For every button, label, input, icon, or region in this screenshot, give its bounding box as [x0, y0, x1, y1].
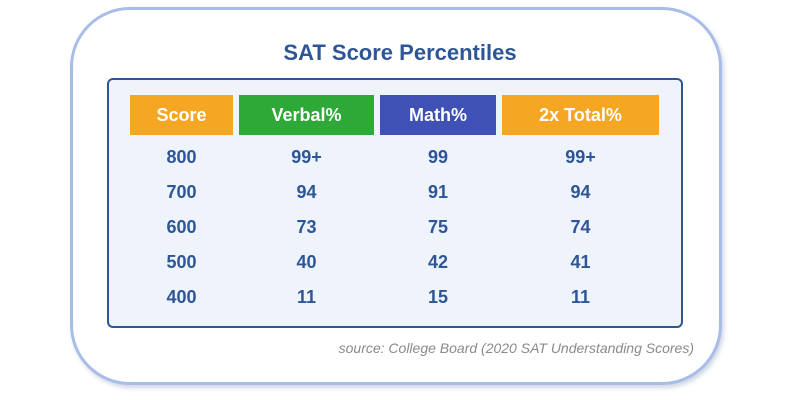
score-cell: 500: [166, 252, 197, 272]
table-row: 500 40 42 41: [0, 248, 800, 276]
verbal-cell: 73: [296, 217, 317, 237]
total-cell: 94: [570, 182, 591, 202]
header-total: 2x Total%: [502, 95, 659, 135]
header-math: Math%: [380, 95, 496, 135]
score-cell: 700: [166, 182, 197, 202]
math-cell: 75: [427, 217, 449, 237]
total-cell: 99+: [565, 147, 596, 167]
table-row: 700 94 91 94: [0, 178, 800, 206]
total-cell: 11: [570, 287, 591, 307]
score-cell: 800: [166, 147, 197, 167]
table-row: 800 99+ 99 99+: [0, 143, 800, 171]
table-row: 600 73 75 74: [0, 213, 800, 241]
page-title: SAT Score Percentiles: [283, 40, 517, 65]
verbal-cell: 94: [296, 182, 317, 202]
math-cell: 99: [427, 147, 449, 167]
math-cell: 15: [427, 287, 449, 307]
total-cell: 41: [570, 252, 591, 272]
score-cell: 400: [166, 287, 197, 307]
math-cell: 42: [427, 252, 449, 272]
verbal-cell: 99+: [291, 147, 322, 167]
verbal-cell: 11: [296, 287, 317, 307]
header-score: Score: [130, 95, 233, 135]
table-row: 400 11 15 11: [0, 283, 800, 311]
source-note: source: College Board (2020 SAT Understa…: [338, 340, 694, 356]
score-cell: 600: [166, 217, 197, 237]
total-cell: 74: [570, 217, 591, 237]
header-verbal: Verbal%: [239, 95, 374, 135]
math-cell: 91: [427, 182, 449, 202]
verbal-cell: 40: [296, 252, 317, 272]
